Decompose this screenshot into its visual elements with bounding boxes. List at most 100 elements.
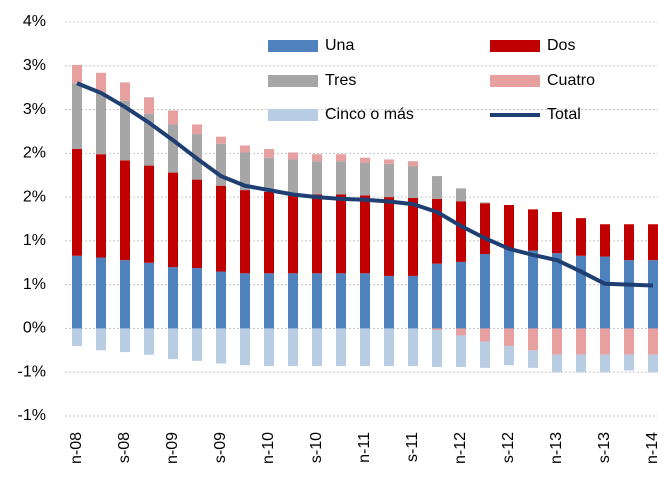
bar-segment — [288, 159, 298, 195]
bar-segment — [552, 211, 562, 254]
bar-segment — [216, 136, 226, 144]
bar-segment — [144, 328, 154, 355]
bar-segment — [312, 161, 322, 195]
bar-segment — [216, 143, 226, 186]
bar-segment — [360, 157, 370, 163]
y-tick-label: 1% — [23, 232, 46, 249]
bar-segment — [456, 201, 466, 262]
y-tick-label: 2% — [23, 188, 46, 205]
bar-segment — [360, 273, 370, 329]
bar-segment — [72, 255, 82, 329]
bar-segment — [624, 224, 634, 261]
bar-segment — [384, 328, 394, 367]
bar-segment — [312, 273, 322, 329]
bar-segment — [168, 172, 178, 268]
legend-swatch — [490, 40, 540, 52]
bar-segment — [96, 72, 106, 93]
bar-segment — [504, 345, 514, 366]
bar-segment — [552, 253, 562, 329]
bar-segment — [480, 341, 490, 368]
x-tick-label: s-12 — [500, 432, 517, 463]
y-tick-label: 2% — [23, 145, 46, 162]
bar-segment — [384, 159, 394, 164]
y-tick-label: -1% — [18, 363, 46, 380]
bar-segment — [384, 197, 394, 276]
bar-segment — [624, 260, 634, 329]
legend-label: Total — [547, 106, 581, 123]
legend-label: Tres — [325, 72, 356, 89]
x-tick-label: s-13 — [596, 432, 613, 463]
bar-segment — [120, 100, 130, 161]
bar-segment — [456, 328, 466, 336]
bar-segment — [144, 165, 154, 263]
x-tick-label: n-12 — [452, 432, 469, 464]
bar-segment — [432, 198, 442, 264]
bar-segment — [648, 354, 658, 373]
y-tick-label: 3% — [23, 101, 46, 118]
legend-label: Una — [325, 37, 354, 54]
x-tick-label: n-14 — [644, 432, 658, 464]
bar-segment — [312, 194, 322, 274]
x-tick-label: s-08 — [116, 432, 133, 463]
bar-segment — [264, 273, 274, 329]
bar-segment — [144, 113, 154, 166]
bar-segment — [408, 328, 418, 367]
bar-segment — [648, 260, 658, 329]
x-tick-label: n-08 — [68, 432, 85, 464]
bar-segment — [360, 328, 370, 367]
bar-segment — [312, 154, 322, 162]
bar-segment — [480, 328, 490, 342]
bar-segment — [384, 275, 394, 329]
bar-segment — [240, 145, 250, 153]
bar-segment — [600, 354, 610, 373]
bar-segment — [216, 271, 226, 329]
bar-segment — [576, 255, 586, 329]
bar-segment — [120, 328, 130, 353]
bar-segment — [408, 161, 418, 167]
bar-segment — [504, 249, 514, 329]
bar-segment — [168, 267, 178, 329]
bar-segment — [456, 188, 466, 202]
bar-segment — [264, 148, 274, 158]
bar-segment — [576, 218, 586, 256]
bar-segment — [576, 354, 586, 373]
bar-segment — [480, 202, 490, 204]
bar-segment — [192, 268, 202, 329]
bar-segment — [288, 194, 298, 274]
bar-segment — [432, 263, 442, 329]
bar-segment — [96, 92, 106, 155]
bar-segment — [336, 328, 346, 367]
legend-swatch — [268, 75, 318, 87]
bar-segment — [432, 176, 442, 199]
x-tick-label: n-10 — [260, 432, 277, 464]
bar-segment — [408, 197, 418, 276]
legend-label: Dos — [547, 37, 575, 54]
bar-segment — [528, 250, 538, 329]
bar-segment — [264, 157, 274, 192]
x-tick-label: s-09 — [212, 432, 229, 463]
bar-segment — [144, 262, 154, 329]
bar-segment — [576, 328, 586, 355]
bar-segment — [240, 328, 250, 366]
bar-segment — [192, 179, 202, 269]
bar-segment — [384, 163, 394, 198]
bar-segment — [408, 275, 418, 329]
bar-segment — [312, 328, 322, 367]
x-tick-label: s-10 — [308, 432, 325, 463]
bar-segment — [336, 161, 346, 195]
bar-segment — [72, 328, 82, 346]
bar-segment — [528, 209, 538, 251]
bar-segment — [480, 254, 490, 329]
bar-segment — [264, 328, 274, 367]
bar-segment — [600, 224, 610, 257]
bar-segment — [168, 124, 178, 173]
bar-segment — [624, 354, 634, 371]
bar-segment — [288, 152, 298, 160]
bar-segment — [168, 110, 178, 125]
legend-label: Cuatro — [547, 72, 595, 89]
bar-segment — [240, 190, 250, 274]
bar-segment — [288, 328, 298, 367]
bar-segment — [216, 185, 226, 272]
y-tick-label: 3% — [23, 57, 46, 74]
